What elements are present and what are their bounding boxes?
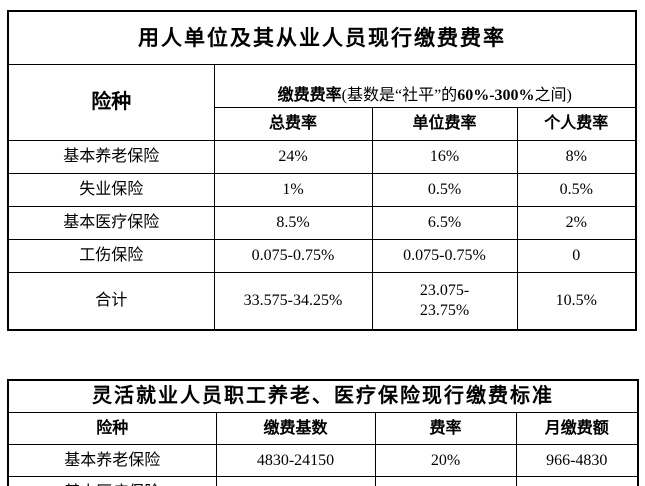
table-row: 基本养老保险 24% 16% 8%: [7, 140, 637, 174]
cell-personal-rate: 0.5%: [516, 173, 637, 207]
column-header-employer-rate: 单位费率: [371, 107, 518, 141]
cell-insurance-type: 基本养老保险: [7, 444, 217, 477]
cell-personal-rate: 10.5%: [516, 272, 637, 331]
column-header-rate: 费率: [374, 412, 517, 445]
column-header-insurance-type: 险种: [7, 412, 217, 445]
table1-rate-header-row: 险种 缴费费率(基数是“社平”的60%-300%之间): [7, 64, 637, 141]
cell-rate: 20%: [374, 444, 517, 477]
cell-total-rate: 8.5%: [213, 206, 373, 240]
rate-header-suffix: 之间): [534, 87, 572, 104]
cell-rate: 5%: [374, 476, 517, 486]
cell-personal-rate: 8%: [516, 140, 637, 174]
column-header-rate-group: 缴费费率(基数是“社平”的60%-300%之间): [213, 64, 637, 108]
rate-header-bold-part: 缴费费率: [277, 87, 342, 104]
table2-title: 灵活就业人员职工养老、医疗保险现行缴费标准: [7, 379, 639, 413]
cell-employer-rate: 0.075-0.75%: [371, 239, 518, 273]
cell-insurance-type: 基本养老保险: [7, 140, 215, 174]
cell-total-rate: 0.075-0.75%: [213, 239, 373, 273]
rate-header-range: 60%-300%: [457, 87, 535, 104]
table-row: 基本医疗保险 8.5% 6.5% 2%: [7, 206, 637, 240]
cell-employer-rate: 0.5%: [371, 173, 518, 207]
column-header-contribution-base: 缴费基数: [215, 412, 376, 445]
table1-title: 用人单位及其从业人员现行缴费费率: [7, 10, 637, 65]
cell-personal-rate: 2%: [516, 206, 637, 240]
column-header-total-rate: 总费率: [213, 107, 373, 141]
cell-insurance-type: 失业保险: [7, 173, 215, 207]
table-row: 基本养老保险 4830-24150 20% 966-4830: [7, 444, 639, 477]
table-row: 工伤保险 0.075-0.75% 0.075-0.75% 0: [7, 239, 637, 273]
table-row: 失业保险 1% 0.5% 0.5%: [7, 173, 637, 207]
table2-title-row: 灵活就业人员职工养老、医疗保险现行缴费标准: [7, 379, 639, 413]
cell-total-rate: 24%: [213, 140, 373, 174]
column-header-personal-rate: 个人费率: [516, 107, 637, 141]
cell-personal-rate: 0: [516, 239, 637, 273]
employer-employee-rate-table: 用人单位及其从业人员现行缴费费率 险种 缴费费率(基数是“社平”的60%-300…: [7, 10, 637, 331]
table1-subheader-row: 总费率 单位费率 个人费率: [8, 107, 637, 141]
cell-insurance-type: 基本医疗保险: [7, 476, 217, 486]
rate-header-base-note: (基数是“社平”的: [341, 87, 458, 104]
table1-title-row: 用人单位及其从业人员现行缴费费率: [7, 10, 637, 65]
table1-total-row: 合计 33.575-34.25% 23.075- 23.75% 10.5%: [7, 272, 637, 331]
cell-contribution-base: 8050: [215, 476, 376, 486]
cell-insurance-type: 基本医疗保险: [7, 206, 215, 240]
cell-contribution-base: 4830-24150: [215, 444, 376, 477]
flexible-employment-rate-table: 灵活就业人员职工养老、医疗保险现行缴费标准 险种 缴费基数 费率 月缴费额 基本…: [7, 379, 639, 486]
cell-total-rate: 1%: [213, 173, 373, 207]
cell-total-label: 合计: [7, 272, 215, 331]
cell-monthly-amount: 966-4830: [515, 444, 639, 477]
cell-monthly-amount: 402.5: [515, 476, 639, 486]
table2-header-row: 险种 缴费基数 费率 月缴费额: [7, 412, 639, 445]
table-row: 基本医疗保险 8050 5% 402.5: [7, 476, 639, 486]
column-header-monthly-amount: 月缴费额: [515, 412, 639, 445]
cell-insurance-type: 工伤保险: [7, 239, 215, 273]
cell-employer-rate: 23.075- 23.75%: [371, 272, 518, 331]
cell-total-rate: 33.575-34.25%: [213, 272, 373, 331]
cell-employer-rate: 16%: [371, 140, 518, 174]
column-header-insurance-type: 险种: [7, 64, 215, 141]
cell-employer-rate: 6.5%: [371, 206, 518, 240]
